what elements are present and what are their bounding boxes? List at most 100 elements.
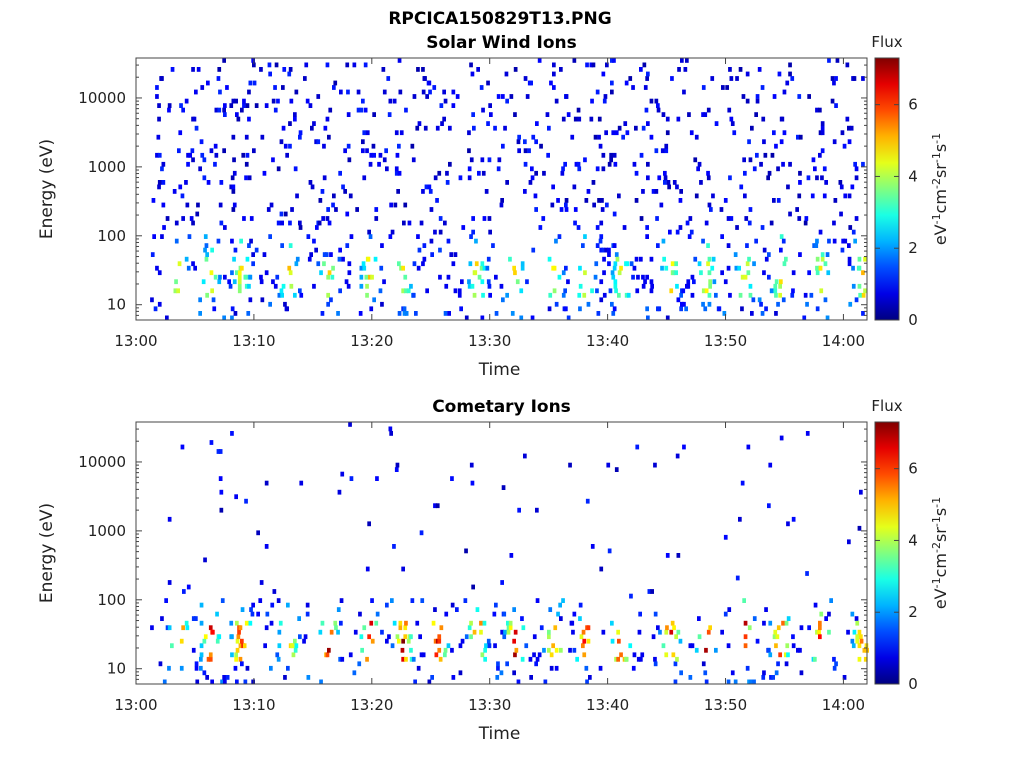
flux-cell	[317, 220, 322, 226]
flux-cell	[421, 261, 425, 267]
flux-cell	[232, 256, 236, 262]
flux-cell	[685, 58, 689, 63]
flux-cell	[804, 216, 809, 221]
flux-cell	[710, 76, 715, 81]
flux-cell	[749, 679, 753, 685]
flux-cell	[438, 274, 442, 280]
flux-cell	[851, 265, 855, 271]
flux-cell	[645, 234, 649, 239]
flux-cell	[735, 76, 739, 81]
flux-cell	[586, 189, 591, 194]
flux-cell	[437, 638, 442, 644]
flux-cell	[552, 62, 556, 68]
flux-cell	[446, 274, 451, 280]
flux-cell	[774, 311, 778, 316]
flux-cell	[196, 67, 201, 72]
flux-cell	[237, 279, 242, 285]
flux-cell	[774, 292, 778, 298]
flux-cell	[784, 620, 789, 626]
flux-cell	[815, 107, 819, 113]
flux-cell	[218, 274, 222, 280]
flux-cell	[706, 170, 710, 176]
flux-cell	[223, 112, 227, 117]
flux-cell	[617, 292, 621, 298]
flux-cell	[244, 161, 249, 167]
flux-cell	[318, 629, 323, 635]
flux-cell	[276, 598, 281, 603]
flux-cell	[670, 620, 675, 626]
flux-cell	[340, 656, 345, 662]
flux-cell	[198, 311, 202, 316]
flux-cell	[779, 234, 784, 239]
flux-cell	[439, 103, 444, 108]
flux-cell	[394, 170, 399, 176]
flux-cell	[457, 288, 462, 294]
flux-cell	[656, 103, 660, 108]
flux-cell	[585, 62, 589, 68]
flux-cell	[225, 675, 230, 680]
flux-cell	[644, 107, 649, 113]
flux-cell	[610, 638, 615, 644]
flux-cell	[248, 80, 253, 86]
flux-cell	[472, 629, 477, 635]
flux-cell	[701, 112, 705, 117]
flux-cell	[362, 175, 367, 181]
flux-cell	[774, 143, 778, 149]
flux-cell	[663, 170, 667, 176]
flux-cell	[348, 422, 352, 427]
flux-cell	[607, 261, 611, 267]
flux-cell	[471, 584, 475, 590]
flux-cell	[586, 301, 591, 307]
flux-cell	[770, 152, 775, 158]
flux-cell	[733, 679, 738, 685]
flux-cell	[365, 130, 370, 136]
flux-cell	[779, 247, 783, 253]
flux-cell	[664, 652, 669, 658]
colorbar-tick-label: 0	[908, 675, 918, 693]
flux-cell	[850, 611, 855, 617]
flux-cell	[822, 166, 827, 172]
flux-cell	[268, 301, 272, 307]
flux-cell	[697, 261, 702, 267]
flux-cell	[842, 675, 847, 680]
flux-cell	[523, 161, 528, 167]
flux-cell	[438, 656, 443, 662]
flux-cell	[752, 616, 757, 621]
flux-cell	[444, 283, 449, 289]
flux-cell	[650, 589, 654, 594]
flux-cell	[488, 292, 492, 298]
flux-cell	[813, 656, 817, 662]
flux-cell	[258, 598, 263, 603]
flux-cell	[583, 157, 587, 163]
flux-cell	[778, 652, 782, 658]
flux-cell	[759, 161, 763, 167]
flux-cell	[602, 270, 606, 276]
flux-cell	[776, 301, 780, 307]
flux-cell	[151, 198, 156, 203]
flux-cell	[751, 297, 756, 303]
flux-cell	[820, 148, 825, 154]
flux-cell	[319, 270, 323, 276]
flux-cell	[181, 625, 185, 631]
flux-cell	[479, 620, 483, 626]
flux-cell	[752, 166, 757, 172]
flux-cell	[390, 598, 394, 603]
flux-cell	[613, 161, 618, 167]
flux-cell	[216, 449, 221, 454]
flux-cell	[160, 76, 164, 81]
flux-cell	[277, 629, 282, 635]
flux-cell	[359, 634, 364, 640]
flux-cell	[832, 139, 837, 145]
flux-cell	[665, 553, 670, 558]
flux-cell	[659, 202, 664, 208]
flux-cell	[235, 270, 239, 276]
flux-cell	[514, 647, 519, 653]
flux-cell	[455, 94, 460, 99]
flux-cell	[231, 189, 236, 194]
flux-cell	[395, 152, 400, 158]
flux-cell	[725, 85, 729, 90]
flux-cell	[389, 202, 393, 208]
flux-cell	[730, 121, 735, 126]
flux-cell	[388, 234, 393, 239]
